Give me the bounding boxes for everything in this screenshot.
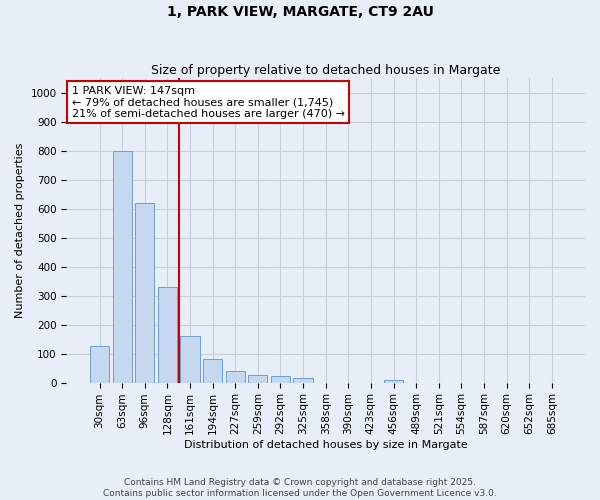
X-axis label: Distribution of detached houses by size in Margate: Distribution of detached houses by size … — [184, 440, 467, 450]
Bar — [226, 371, 245, 382]
Bar — [135, 203, 154, 382]
Bar — [384, 380, 403, 382]
Bar — [90, 346, 109, 382]
Bar — [293, 378, 313, 382]
Title: Size of property relative to detached houses in Margate: Size of property relative to detached ho… — [151, 64, 500, 77]
Bar — [158, 287, 177, 382]
Y-axis label: Number of detached properties: Number of detached properties — [15, 142, 25, 318]
Bar — [181, 336, 200, 382]
Bar — [248, 376, 268, 382]
Bar — [113, 150, 132, 382]
Text: Contains HM Land Registry data © Crown copyright and database right 2025.
Contai: Contains HM Land Registry data © Crown c… — [103, 478, 497, 498]
Text: 1, PARK VIEW, MARGATE, CT9 2AU: 1, PARK VIEW, MARGATE, CT9 2AU — [167, 5, 433, 19]
Bar — [271, 376, 290, 382]
Text: 1 PARK VIEW: 147sqm
← 79% of detached houses are smaller (1,745)
21% of semi-det: 1 PARK VIEW: 147sqm ← 79% of detached ho… — [71, 86, 344, 119]
Bar — [203, 360, 222, 382]
